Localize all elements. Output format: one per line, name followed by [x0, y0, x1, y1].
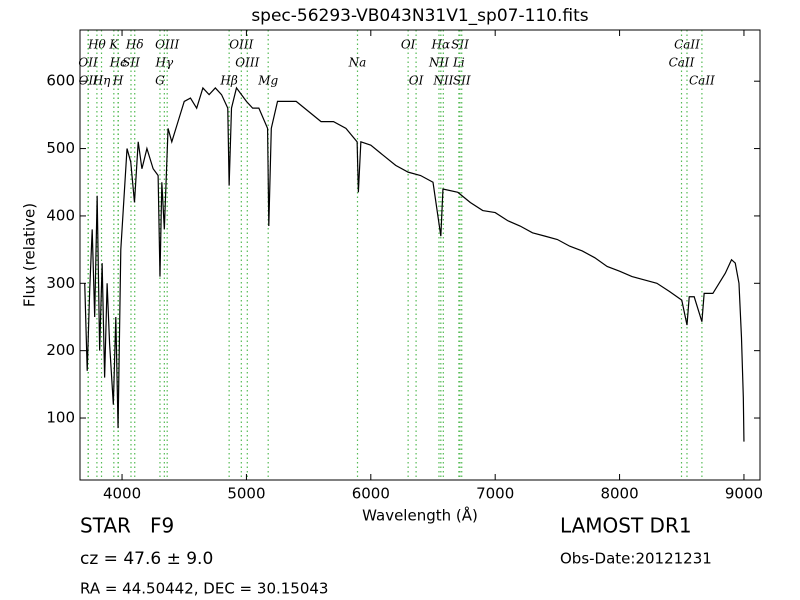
spectrum-line: [84, 86, 745, 442]
star-class: STAR F9: [80, 514, 174, 538]
coordinates: RA = 44.50442, DEC = 30.15043: [80, 580, 328, 598]
survey: LAMOST DR1: [560, 514, 692, 538]
spectral-line-label: SII: [451, 38, 469, 52]
x-tick-label: 5000: [227, 485, 265, 503]
spectral-line-label: Li: [452, 56, 465, 70]
spectral-line-label: OIII: [155, 38, 179, 52]
spectral-line-label: CaII: [669, 56, 695, 70]
spectral-line-label: Na: [348, 56, 367, 70]
y-tick-label: 200: [46, 341, 75, 359]
spectral-line-label: NII: [428, 56, 449, 70]
x-tick-label: 8000: [600, 485, 638, 503]
y-axis-label: Flux (relative): [21, 203, 39, 307]
spectral-line-label: CaII: [689, 74, 715, 88]
redshift: cz = 47.6 ± 9.0: [80, 549, 213, 569]
spectral-line-label: Hα: [431, 38, 451, 52]
spectral-line-label: G: [155, 74, 165, 88]
x-tick-label: 9000: [725, 485, 763, 503]
spectral-line-label: Hδ: [125, 38, 144, 52]
x-tick-label: 6000: [352, 485, 390, 503]
x-tick-label: 4000: [103, 485, 141, 503]
spectral-line-label: Hβ: [219, 74, 237, 88]
spectral-line-label: CaII: [674, 38, 700, 52]
x-tick-label: 7000: [476, 485, 514, 503]
spectral-line-label: Hη: [92, 74, 111, 88]
obs-date: Obs-Date:20121231: [560, 550, 712, 568]
plot-frame: [79, 29, 761, 481]
y-tick-label: 400: [46, 206, 75, 224]
spectral-line-label: Hγ: [155, 56, 174, 70]
spectral-line-label: K: [108, 38, 119, 52]
spectral-line-label: OIII: [235, 56, 259, 70]
spectral-line-label: OII: [79, 74, 99, 88]
spectral-line-label: Hθ: [87, 38, 106, 52]
spectral-line-label: Mg: [257, 74, 278, 88]
y-tick-label: 300: [46, 274, 75, 292]
spectral-line-label: OI: [401, 38, 416, 52]
spectral-line-label: SII: [122, 56, 140, 70]
spectral-line-label: H: [112, 74, 124, 88]
spectral-line-label: OIII: [229, 38, 253, 52]
chart-title: spec-56293-VB043N31V1_sp07-110.fits: [251, 6, 588, 26]
spectral-line-label: NII: [432, 74, 453, 88]
spectral-line-label: OI: [409, 74, 424, 88]
y-tick-label: 600: [46, 72, 75, 90]
y-tick-label: 100: [46, 409, 75, 427]
x-axis-label: Wavelength (Å): [362, 506, 478, 525]
y-tick-label: 500: [46, 139, 75, 157]
spectral-line-label: SII: [453, 74, 471, 88]
